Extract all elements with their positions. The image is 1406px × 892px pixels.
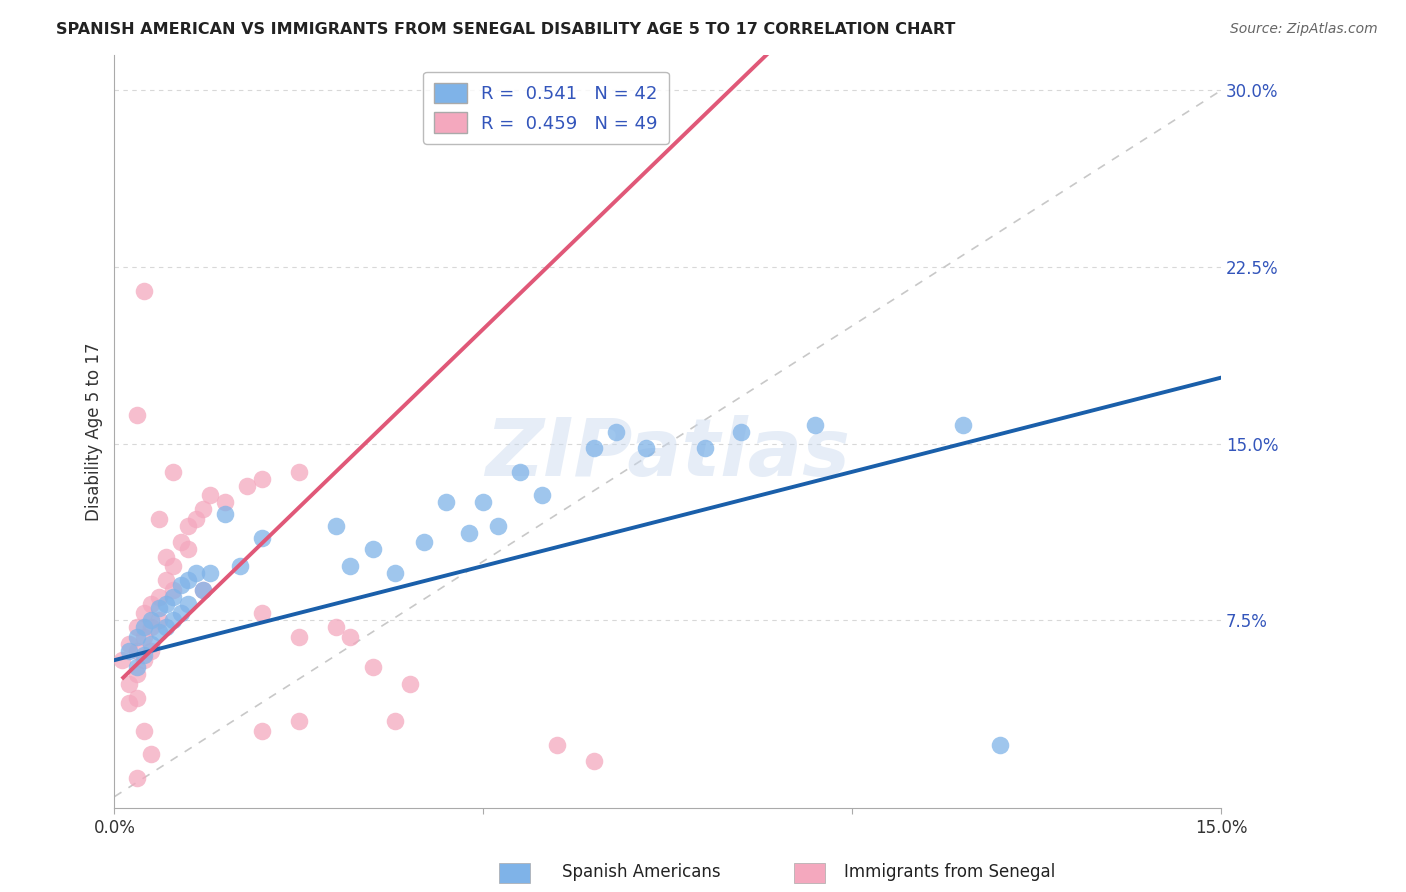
Point [191,502,214,516]
Point [177,597,200,611]
Text: Spanish Americans: Spanish Americans [562,863,721,881]
Legend: R =  0.541   N = 42, R =  0.459   N = 49: R = 0.541 N = 42, R = 0.459 N = 49 [423,71,668,145]
Point [288,630,311,644]
Point [141,613,163,627]
Point [155,620,177,634]
Point [325,519,347,533]
Y-axis label: Disability Age 5 to 17: Disability Age 5 to 17 [86,343,103,521]
Point [250,531,273,545]
Point [132,284,155,298]
Point [457,526,479,541]
Point [384,566,406,580]
Text: Source: ZipAtlas.com: Source: ZipAtlas.com [1230,22,1378,37]
Point [155,597,177,611]
Point [132,648,155,663]
Point [398,676,420,690]
Point [952,417,974,432]
Point [111,653,134,667]
Point [472,495,495,509]
Point [582,755,605,769]
Point [236,479,259,493]
Point [141,597,163,611]
Point [125,667,148,681]
Point [118,644,141,658]
Point [148,512,170,526]
Point [250,723,273,738]
Point [155,549,177,564]
Point [125,690,148,705]
Point [191,582,214,597]
Point [170,606,193,620]
Point [804,417,827,432]
Point [148,624,170,639]
Point [132,723,155,738]
Point [384,714,406,729]
Point [141,637,163,651]
Point [170,578,193,592]
Point [162,558,184,573]
Point [125,409,148,423]
Point [162,590,184,604]
Point [191,582,214,597]
Point [288,714,311,729]
Point [339,558,361,573]
Point [141,747,163,762]
Point [229,558,252,573]
Point [177,573,200,587]
Point [582,442,605,456]
Point [125,660,148,674]
Point [177,519,200,533]
Point [118,676,141,690]
Point [125,620,148,634]
Point [730,425,752,439]
Point [125,771,148,785]
Point [132,606,155,620]
Point [214,507,236,521]
Point [155,573,177,587]
Point [325,620,347,634]
Point [118,696,141,710]
Point [361,542,384,557]
Point [170,535,193,549]
Point [361,660,384,674]
Point [177,542,200,557]
Point [988,738,1011,752]
Point [634,442,657,456]
Point [250,606,273,620]
Point [148,601,170,615]
Point [605,425,627,439]
Point [509,465,531,479]
Text: SPANISH AMERICAN VS IMMIGRANTS FROM SENEGAL DISABILITY AGE 5 TO 17 CORRELATION C: SPANISH AMERICAN VS IMMIGRANTS FROM SENE… [56,22,956,37]
Point [288,465,311,479]
Point [141,620,163,634]
Point [184,512,207,526]
Point [200,566,222,580]
Point [125,644,148,658]
Point [118,637,141,651]
Point [413,535,436,549]
Point [434,495,457,509]
Point [184,566,207,580]
Point [148,613,170,627]
Text: ZIPatlas: ZIPatlas [485,416,851,493]
Point [162,582,184,597]
Point [132,653,155,667]
Point [162,613,184,627]
Point [531,488,554,502]
Point [214,495,236,509]
Point [546,738,568,752]
Point [339,630,361,644]
Point [148,590,170,604]
Point [486,519,509,533]
Point [141,644,163,658]
Point [162,465,184,479]
Point [132,620,155,634]
Point [250,472,273,486]
Point [693,442,716,456]
Text: Immigrants from Senegal: Immigrants from Senegal [844,863,1054,881]
Point [132,630,155,644]
Point [200,488,222,502]
Point [125,630,148,644]
